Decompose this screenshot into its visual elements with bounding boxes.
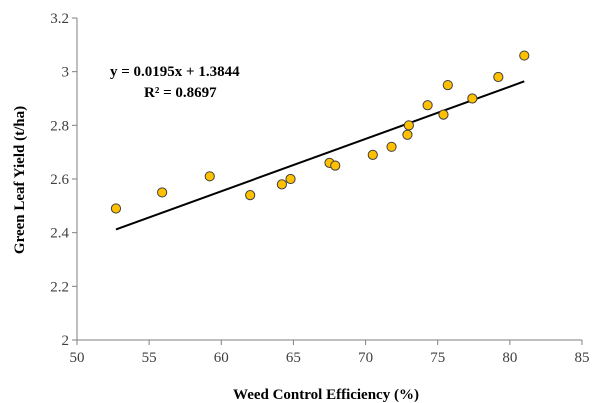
- data-point: [204, 171, 215, 182]
- y-tick-label: 2.6: [50, 172, 69, 188]
- data-point: [330, 160, 341, 171]
- data-point: [467, 93, 478, 104]
- data-point: [110, 203, 122, 214]
- data-point: [157, 187, 168, 198]
- x-tick-label: 55: [142, 350, 157, 366]
- axes: [72, 17, 583, 345]
- x-axis-label: Weed Control Efficiency (%): [233, 387, 419, 403]
- data-point: [403, 120, 414, 131]
- data-point: [285, 173, 296, 185]
- y-tick-label: 3.2: [50, 11, 69, 27]
- data-point: [442, 79, 453, 91]
- data-point: [386, 141, 397, 152]
- data-point: [402, 129, 413, 140]
- x-tick-label: 60: [214, 350, 229, 366]
- data-points: [110, 50, 530, 214]
- x-tick-label: 80: [502, 350, 517, 366]
- y-tick-label: 2.8: [50, 118, 69, 134]
- x-tick-label: 70: [358, 350, 373, 366]
- data-point: [519, 50, 530, 61]
- y-tick-label: 2.4: [50, 226, 69, 242]
- data-point: [367, 149, 378, 160]
- x-tick-label: 75: [430, 350, 445, 366]
- tick-labels: 50 55 60 65 70 75 80 85 2 2.2 2.4 2.6 2.8 3 3.2: [50, 11, 589, 366]
- data-point: [438, 109, 449, 120]
- x-tick-label: 65: [286, 350, 301, 366]
- x-tick-label: 50: [70, 350, 85, 366]
- x-tick-label: 85: [575, 350, 590, 366]
- r-squared-label: R² = 0.8697: [144, 85, 217, 101]
- y-tick-label: 2: [62, 333, 70, 349]
- trendline: [115, 80, 525, 231]
- y-axis-label: Green Leaf Yield (t/ha): [12, 106, 28, 254]
- data-point: [493, 71, 504, 83]
- trendline-layer: [115, 80, 525, 231]
- y-tick-label: 3: [62, 65, 70, 81]
- trendline-equation: y = 0.0195x + 1.3844: [110, 64, 240, 80]
- y-tick-label: 2.2: [50, 279, 69, 295]
- data-point: [276, 179, 287, 190]
- data-point: [422, 100, 433, 111]
- data-point: [245, 190, 256, 201]
